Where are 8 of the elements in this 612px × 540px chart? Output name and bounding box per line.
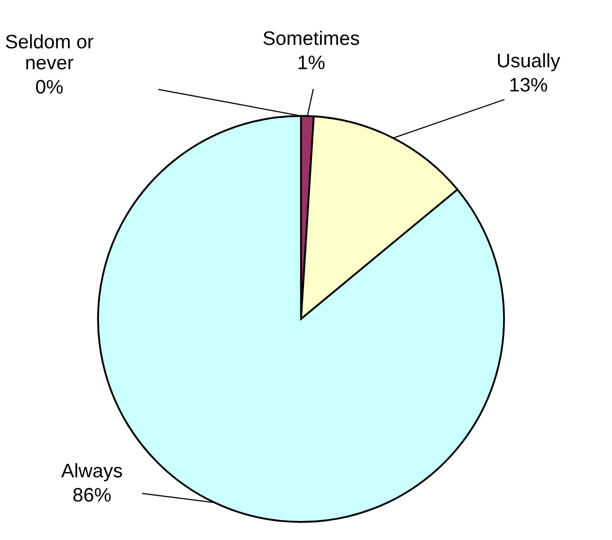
data-label: 86%: [73, 488, 111, 502]
slice-label: Sometimes: [263, 30, 360, 46]
data-label: 1%: [298, 56, 325, 70]
data-label: 13%: [510, 78, 548, 92]
slice-label: Always: [61, 463, 122, 482]
text: 0%: [36, 80, 63, 94]
slice-label: Usually: [498, 53, 560, 72]
category-label: Seldom or never: [6, 34, 94, 70]
